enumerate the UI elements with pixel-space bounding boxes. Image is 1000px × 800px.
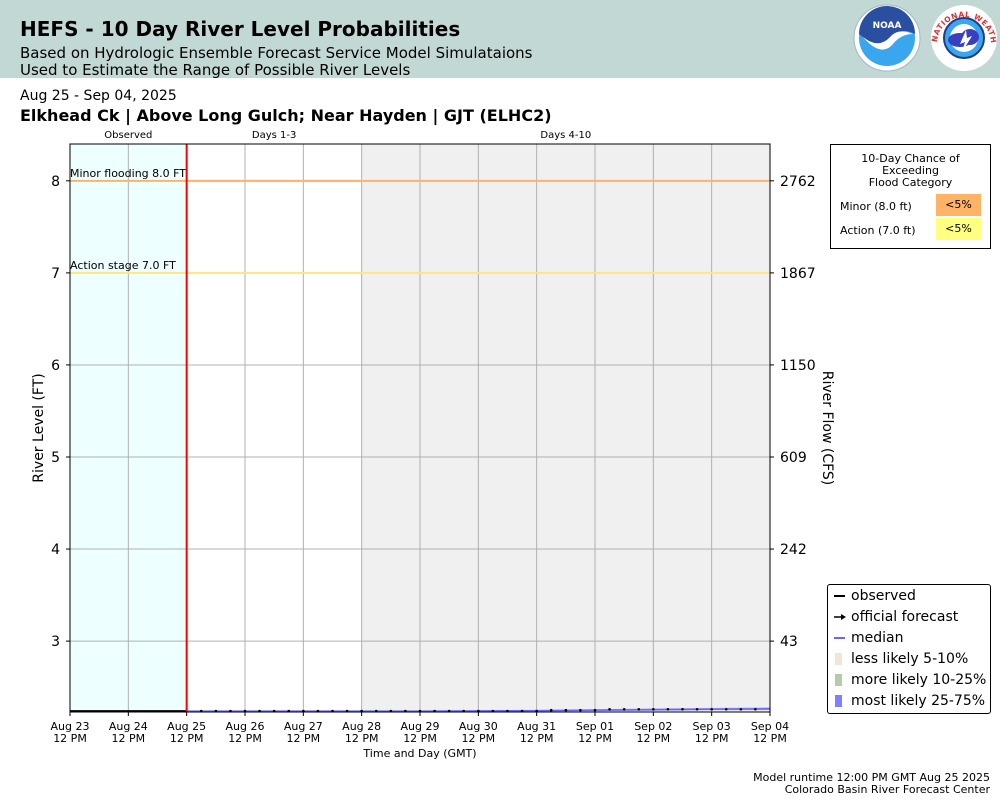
forecast-point [564, 708, 568, 712]
flood-chance-title-line: 10-Day Chance of [861, 152, 960, 165]
y-right-axis-label: River Flow (CFS) [819, 371, 835, 486]
date-range: Aug 25 - Sep 04, 2025 [20, 88, 177, 104]
x-tick-label: 12 PM [170, 732, 204, 745]
y-tick-label: 8 [51, 174, 60, 190]
x-tick-label: Sep 02 [634, 720, 672, 733]
noaa-logo[interactable]: NOAA [853, 4, 921, 72]
most-likely-band [186, 707, 770, 712]
flood-chance-title: 10-Day Chance of Exceeding Flood Categor… [831, 153, 990, 189]
forecast-point [739, 707, 743, 711]
x-tick-label: Sep 04 [751, 720, 789, 733]
forecast-point [666, 707, 670, 711]
minor-flood-chance: <5% [936, 194, 981, 216]
x-tick-label: Aug 24 [109, 720, 148, 733]
y-right-tick-label: 609 [780, 450, 807, 466]
nws-logo[interactable]: NATIONAL WEATHER SERVICE [930, 4, 998, 72]
x-tick-label: Aug 23 [51, 720, 90, 733]
legend-median: median [851, 630, 904, 646]
legend-observed: observed [851, 588, 916, 604]
period-label: Observed [104, 130, 152, 141]
x-tick-label: 12 PM [53, 732, 87, 745]
y-tick-label: 4 [51, 542, 60, 558]
forecast-point [593, 708, 597, 712]
period-label: Days 4-10 [540, 130, 591, 141]
most-likely-legend-icon [835, 695, 842, 707]
legend-official-forecast: official forecast [851, 609, 959, 625]
x-tick-label: 12 PM [520, 732, 554, 745]
page-subtitle-2: Used to Estimate the Range of Possible R… [20, 61, 411, 79]
x-tick-label: 12 PM [753, 732, 787, 745]
x-tick-label: 12 PM [228, 732, 262, 745]
x-tick-label: 12 PM [462, 732, 496, 745]
more-likely-legend-icon [835, 674, 842, 686]
action-stage-chance: <5% [936, 218, 981, 240]
x-tick-label: 12 PM [637, 732, 671, 745]
forecast-point [608, 707, 611, 711]
threshold-label: Minor flooding 8.0 FT [70, 167, 186, 180]
header-banner: HEFS - 10 Day River Level Probabilities … [0, 0, 1000, 79]
station-name: Elkhead Ck | Above Long Gulch; Near Hayd… [20, 106, 552, 125]
x-tick-label: Aug 29 [401, 720, 440, 733]
forecast-center: Colorado Basin River Forecast Center [784, 783, 990, 796]
period-band [361, 144, 770, 712]
forecast-point [637, 707, 641, 711]
legend-less-likely: less likely 5-10% [851, 651, 969, 667]
period-band [186, 144, 362, 712]
x-tick-label: Aug 28 [342, 720, 381, 733]
chart-legend: observed official forecast median less l… [827, 584, 991, 714]
observed-legend-icon [834, 595, 845, 597]
forecast-point [579, 708, 582, 712]
minor-flood-label: Minor (8.0 ft) [840, 200, 912, 213]
forecast-point [724, 707, 728, 711]
forecast-point [681, 707, 684, 711]
forecast-point [754, 707, 757, 711]
forecast-point [695, 707, 699, 711]
plot-frame [69, 143, 771, 713]
threshold-label: Action stage 7.0 FT [70, 259, 176, 272]
x-tick-label: 12 PM [345, 732, 379, 745]
legend-most-likely: most likely 25-75% [851, 693, 986, 709]
x-tick-label: Sep 01 [576, 720, 614, 733]
x-tick-label: Aug 31 [517, 720, 556, 733]
x-tick-label: Aug 26 [226, 720, 265, 733]
x-tick-label: 12 PM [287, 732, 321, 745]
x-tick-label: 12 PM [695, 732, 729, 745]
x-tick-label: Aug 25 [167, 720, 206, 733]
y-right-tick-label: 1150 [780, 358, 816, 374]
median-legend-icon [834, 637, 845, 639]
y-tick-label: 5 [51, 450, 60, 466]
x-tick-label: 12 PM [112, 732, 146, 745]
period-label: Days 1-3 [252, 130, 296, 141]
x-tick-label: Sep 03 [693, 720, 731, 733]
flood-chance-title-line: Flood Category [868, 176, 953, 189]
less-likely-legend-icon [835, 653, 842, 665]
x-tick-label: Aug 30 [459, 720, 498, 733]
action-stage-label: Action (7.0 ft) [840, 224, 916, 237]
y-right-tick-label: 2762 [780, 174, 816, 190]
flood-chance-title-line: Exceeding [882, 164, 939, 177]
svg-text:NOAA: NOAA [873, 21, 902, 31]
forecast-point [622, 707, 626, 711]
y-right-tick-label: 242 [780, 542, 807, 558]
y-tick-label: 3 [51, 634, 60, 650]
y-axis-label: River Level (FT) [31, 373, 47, 482]
forecast-point [549, 708, 553, 712]
x-axis-label: Time and Day (GMT) [362, 747, 476, 760]
y-tick-label: 7 [51, 266, 60, 282]
x-tick-label: 12 PM [403, 732, 437, 745]
y-right-tick-label: 43 [780, 634, 798, 650]
model-runtime: Model runtime 12:00 PM GMT Aug 25 2025 [753, 771, 990, 784]
y-tick-label: 6 [51, 358, 60, 374]
flood-chance-table: 10-Day Chance of Exceeding Flood Categor… [830, 144, 991, 249]
forecast-point [652, 707, 655, 711]
page-subtitle: Based on Hydrologic Ensemble Forecast Se… [20, 44, 533, 62]
page-title: HEFS - 10 Day River Level Probabilities [20, 17, 461, 41]
y-right-tick-label: 1867 [780, 266, 816, 282]
x-tick-label: Aug 27 [284, 720, 323, 733]
forecast-point [710, 707, 713, 711]
x-tick-label: 12 PM [578, 732, 612, 745]
legend-more-likely: more likely 10-25% [851, 672, 987, 688]
forecast-legend-icon [834, 614, 846, 620]
